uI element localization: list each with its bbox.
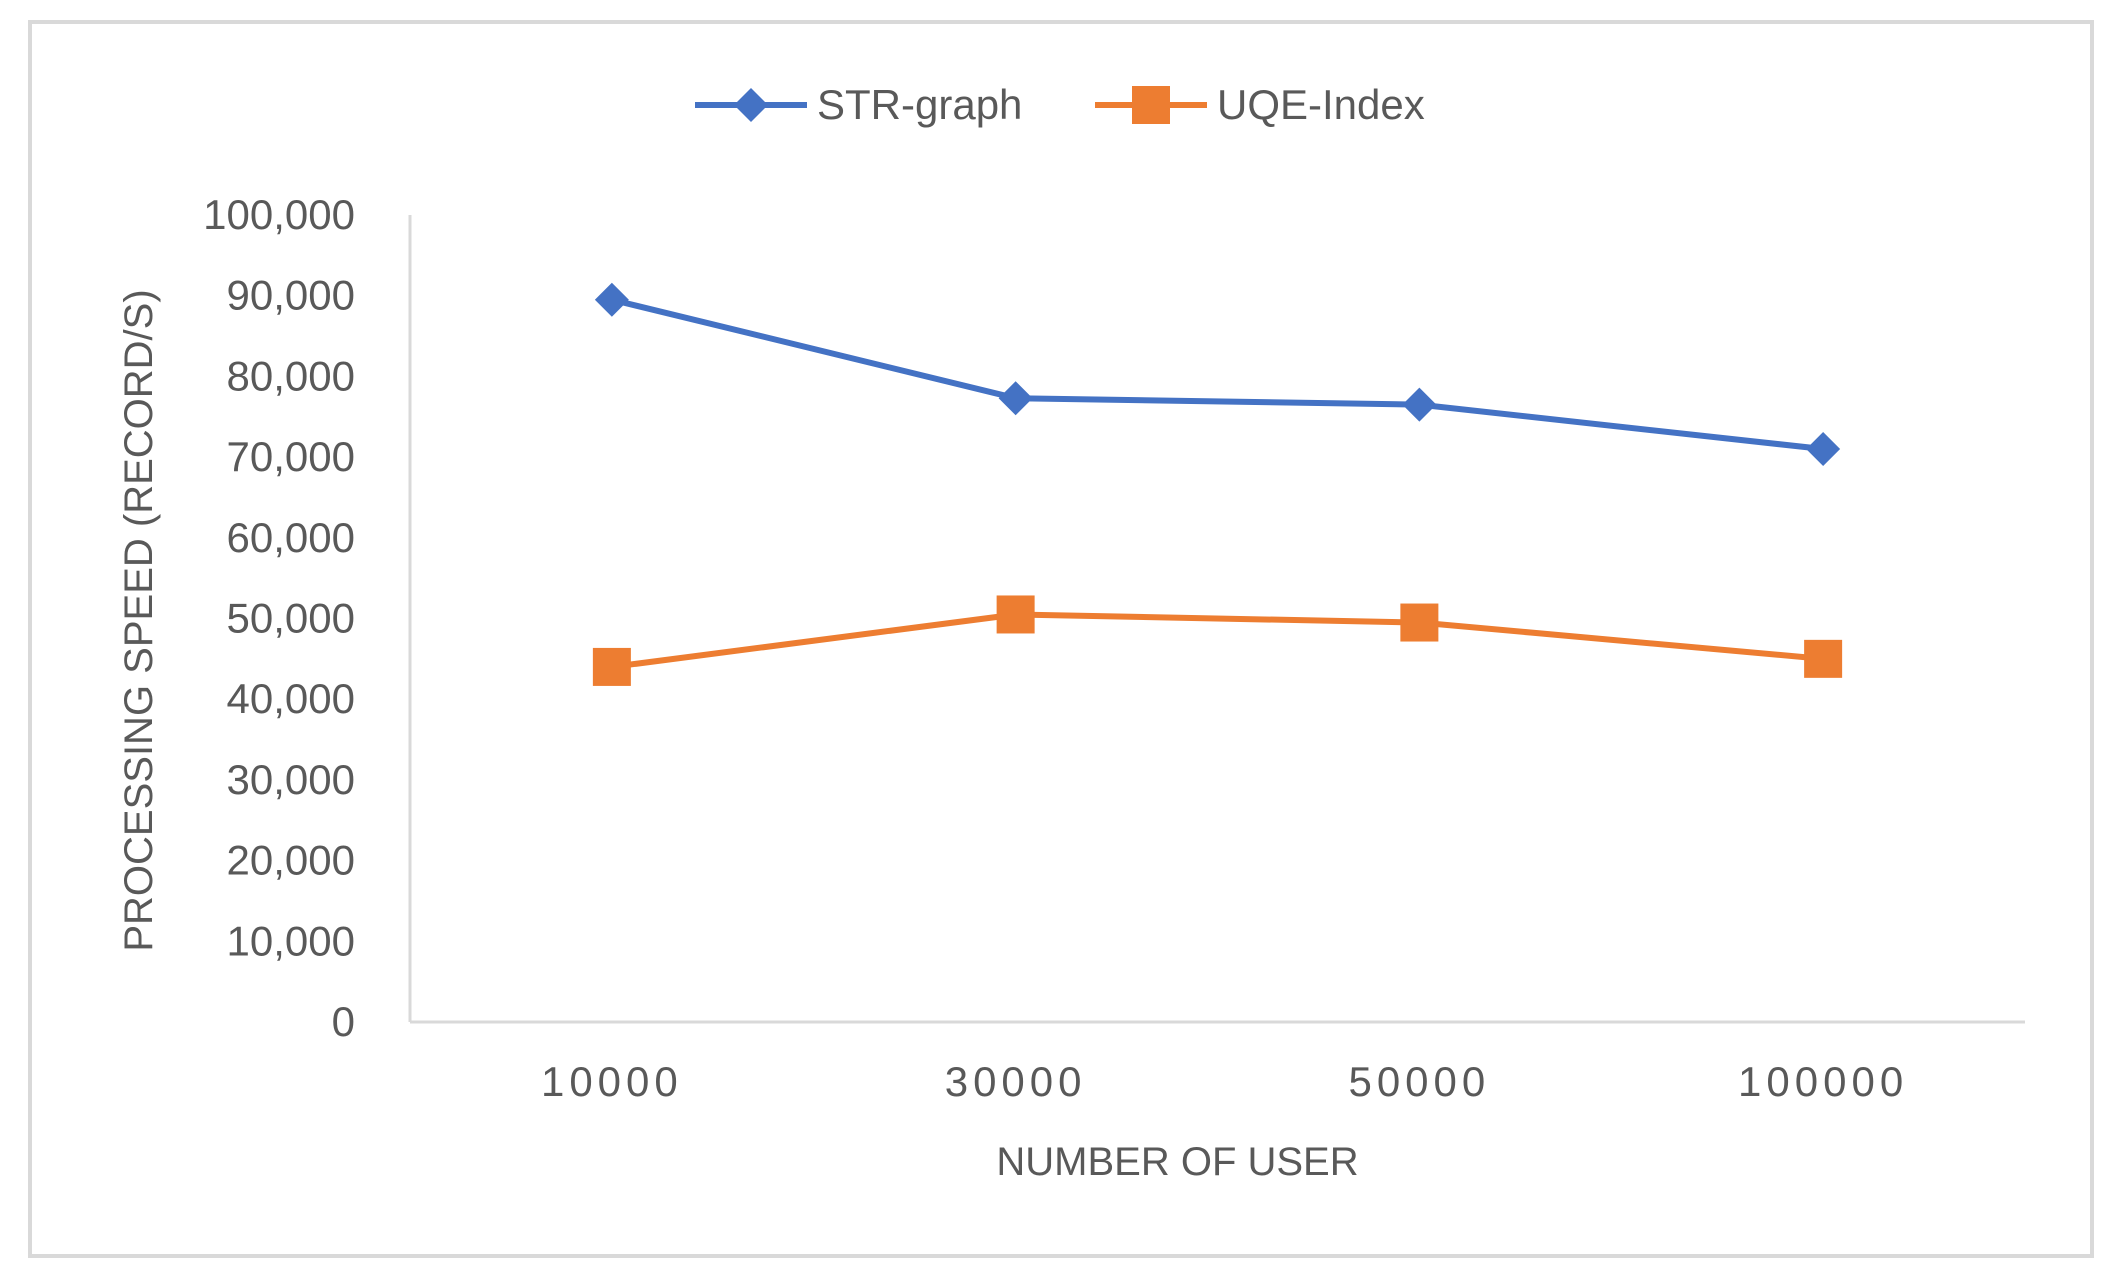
series-line [608,296,1827,453]
x-tick-labels: 10000 30000 50000 100000 [541,1058,1908,1105]
data-point-marker [998,381,1033,416]
data-point-marker [1402,387,1437,422]
series-line [608,611,1827,670]
data-point-marker [594,282,629,317]
legend: STR-graph UQE-Index [695,81,1425,128]
y-tick-label: 20,000 [227,837,355,884]
x-tick-label: 10000 [541,1058,683,1105]
axes [408,215,2025,1024]
series-layer [592,282,1843,686]
y-tick-label: 0 [332,998,355,1045]
data-point-marker [1400,603,1439,642]
data-point-marker [1132,86,1170,124]
data-point-marker [1806,432,1841,467]
x-tick-label: 100000 [1738,1058,1908,1105]
y-axis-label: PROCESSING SPEED (RECORD/S) [117,289,161,951]
y-tick-labels: 0 10,000 20,000 30,000 40,000 50,000 60,000 70,… [203,191,355,1045]
data-point-marker [592,647,631,686]
data-point-marker [996,595,1035,634]
x-tick-label: 50000 [1348,1058,1490,1105]
series-str-graph [594,282,1841,467]
legend-item: UQE-Index [1095,81,1425,128]
x-axis-label: NUMBER OF USER [996,1140,1358,1184]
x-tick-label: 30000 [945,1058,1087,1105]
y-tick-label: 60,000 [227,514,355,561]
y-tick-label: 70,000 [227,433,355,480]
y-tick-label: 10,000 [227,917,355,964]
y-tick-label: 30,000 [227,756,355,803]
y-tick-label: 50,000 [227,595,355,642]
legend-label: STR-graph [817,81,1022,128]
y-tick-label: 100,000 [203,191,355,238]
data-point-marker [734,88,768,122]
y-tick-label: 90,000 [227,272,355,319]
legend-item: STR-graph [695,81,1022,128]
legend-label: UQE-Index [1217,81,1425,128]
series-uqe-index [592,595,1843,686]
chart-frame [28,20,2094,1258]
y-tick-label: 80,000 [227,352,355,399]
data-point-marker [1804,639,1843,678]
y-tick-label: 40,000 [227,675,355,722]
